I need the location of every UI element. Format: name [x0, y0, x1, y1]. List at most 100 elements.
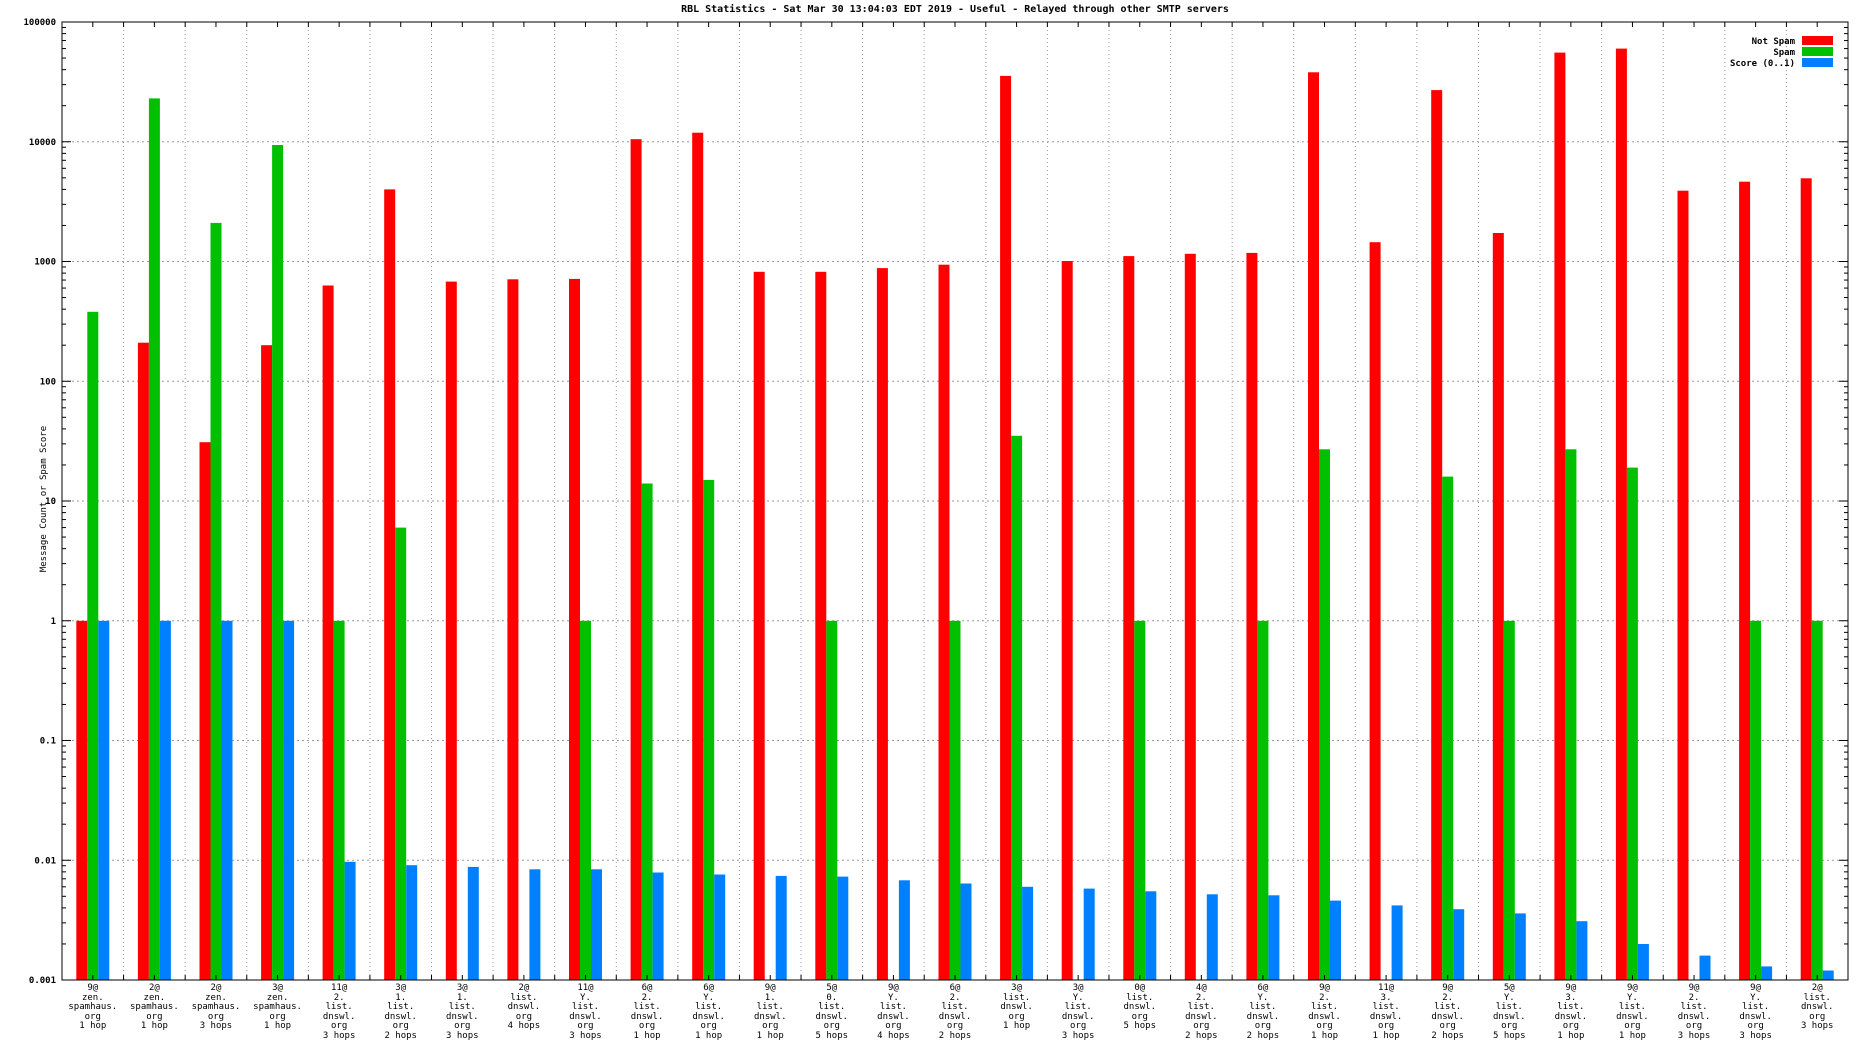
bar-score-0-1- — [1083, 888, 1095, 980]
y-tick-label: 10000 — [29, 138, 56, 148]
bar-not-spam — [76, 620, 88, 981]
bar-not-spam — [1492, 233, 1504, 980]
y-tick-label: 100000 — [23, 18, 56, 28]
bar-score-0-1- — [1330, 900, 1341, 980]
x-axis-label: 0@ list. dnswl. org 5 hops — [1123, 983, 1157, 1031]
bar-spam — [1011, 435, 1023, 980]
y-tick-label: 1 — [51, 617, 56, 627]
bar-score-0-1- — [1637, 944, 1649, 980]
bar-spam — [210, 222, 222, 980]
x-axis-label: 3@ 1. list. dnswl. org 3 hops — [446, 983, 479, 1041]
y-tick-label: 0.001 — [29, 976, 56, 986]
y-tick-label: 0.01 — [34, 856, 56, 866]
bar-not-spam — [1800, 178, 1812, 981]
bar-spam — [87, 311, 99, 980]
bar-score-0-1- — [1391, 905, 1403, 980]
bar-score-0-1- — [1206, 894, 1218, 980]
bar-spam — [826, 620, 838, 981]
x-axis-label: 6@ Y. list. dnswl. org 2 hops — [1246, 983, 1280, 1041]
x-axis-label: 9@ 3. list. dnswl. org 1 hop — [1554, 983, 1588, 1041]
bar-not-spam — [1184, 253, 1196, 981]
bar-not-spam — [322, 285, 334, 980]
bar-not-spam — [569, 278, 580, 980]
bar-not-spam — [753, 271, 765, 980]
x-axis-label: 3@ list. dnswl. org 1 hop — [1000, 983, 1033, 1031]
x-axis-label: 2@ list. dnswl. org 4 hops — [507, 983, 541, 1031]
bar-not-spam — [1431, 90, 1443, 981]
bar-not-spam — [1308, 72, 1319, 981]
bar-score-0-1- — [714, 874, 726, 980]
bar-not-spam — [507, 279, 519, 980]
x-axis-label: 3@ zen. spamhaus. org 1 hop — [253, 983, 302, 1031]
y-tick-label: 1000 — [34, 258, 56, 268]
bar-score-0-1- — [1822, 970, 1834, 980]
legend-swatch — [1802, 36, 1833, 45]
bar-spam — [580, 620, 591, 981]
bar-not-spam — [384, 189, 396, 980]
x-axis-label: 9@ 2. list. dnswl. org 2 hops — [1431, 983, 1464, 1041]
x-axis-label: 9@ 2. list. dnswl. org 3 hops — [1677, 983, 1711, 1041]
legend-swatch — [1802, 58, 1833, 67]
bar-not-spam — [1246, 252, 1258, 980]
bar-score-0-1- — [1145, 891, 1157, 980]
bar-spam — [148, 98, 160, 980]
x-axis-label: 5@ 0. list. dnswl. org 5 hops — [815, 983, 849, 1041]
bar-spam — [1257, 620, 1269, 981]
bar-not-spam — [692, 132, 704, 980]
bar-spam — [1319, 449, 1330, 980]
x-axis-label: 6@ 2. list. dnswl. org 1 hop — [630, 983, 664, 1041]
bar-score-0-1- — [1576, 921, 1588, 980]
bar-not-spam — [199, 442, 211, 980]
x-axis-label: 2@ zen. spamhaus. org 1 hop — [129, 983, 179, 1031]
y-tick-label: 10 — [45, 497, 56, 507]
bar-score-0-1- — [344, 861, 356, 980]
x-axis-label: 11@ 3. list. dnswl. org 1 hop — [1369, 983, 1403, 1041]
x-axis-label: 11@ Y. list. dnswl. org 3 hops — [569, 983, 602, 1041]
x-axis-label: 3@ Y. list. dnswl. org 3 hops — [1061, 983, 1095, 1041]
bar-score-0-1- — [652, 872, 664, 980]
bar-not-spam — [1061, 261, 1073, 980]
bar-not-spam — [1615, 48, 1627, 981]
x-axis-label: 2@ list. dnswl. org 3 hops — [1800, 983, 1834, 1031]
bar-spam — [641, 483, 653, 980]
x-axis-label: 6@ 2. list. dnswl. org 2 hops — [938, 983, 972, 1041]
legend-label: Score (0..1) — [1730, 59, 1795, 69]
bar-score-0-1- — [1514, 913, 1526, 980]
bar-score-0-1- — [960, 883, 972, 980]
bar-spam — [1565, 449, 1577, 980]
legend-swatch — [1802, 47, 1833, 56]
bar-not-spam — [137, 342, 149, 980]
x-axis-label: 9@ zen. spamhaus. org 1 hop — [68, 983, 118, 1031]
bar-score-0-1- — [406, 865, 418, 980]
bar-spam — [395, 527, 407, 980]
x-axis-label: 9@ Y. list. dnswl. org 1 hop — [1616, 983, 1649, 1041]
bar-not-spam — [445, 281, 457, 981]
y-tick-label: 0.1 — [40, 737, 56, 747]
bar-spam — [1503, 620, 1515, 981]
x-axis-label: 9@ Y. list. dnswl. org 3 hops — [1739, 983, 1772, 1041]
bar-score-0-1- — [1699, 955, 1711, 980]
bar-spam — [1750, 620, 1762, 981]
bar-spam — [1442, 476, 1454, 980]
x-axis-label: 11@ 2. list. dnswl. org 3 hops — [322, 983, 356, 1041]
legend-label: Spam — [1773, 48, 1795, 58]
bar-score-0-1- — [898, 880, 910, 980]
bar-score-0-1- — [591, 869, 602, 980]
bar-score-0-1- — [775, 875, 787, 980]
bar-spam — [1134, 620, 1146, 981]
bar-score-0-1- — [1761, 966, 1773, 980]
bar-not-spam — [876, 268, 888, 981]
bar-spam — [1811, 620, 1823, 981]
bar-spam — [272, 145, 284, 980]
x-axis-label: 6@ Y. list. dnswl. org 1 hop — [692, 983, 725, 1041]
bar-not-spam — [1677, 190, 1689, 980]
x-axis-label: 2@ zen. spamhaus. org 3 hops — [191, 983, 241, 1031]
bar-score-0-1- — [1268, 895, 1280, 980]
x-axis-label: 9@ Y. list. dnswl. org 4 hops — [877, 983, 910, 1041]
chart-title: RBL Statistics - Sat Mar 30 13:04:03 EDT… — [681, 4, 1229, 15]
x-axis-label: 5@ Y. list. dnswl. org 5 hops — [1493, 983, 1526, 1041]
bar-score-0-1- — [529, 869, 541, 980]
bar-spam — [333, 620, 345, 981]
bar-spam — [1626, 467, 1638, 981]
